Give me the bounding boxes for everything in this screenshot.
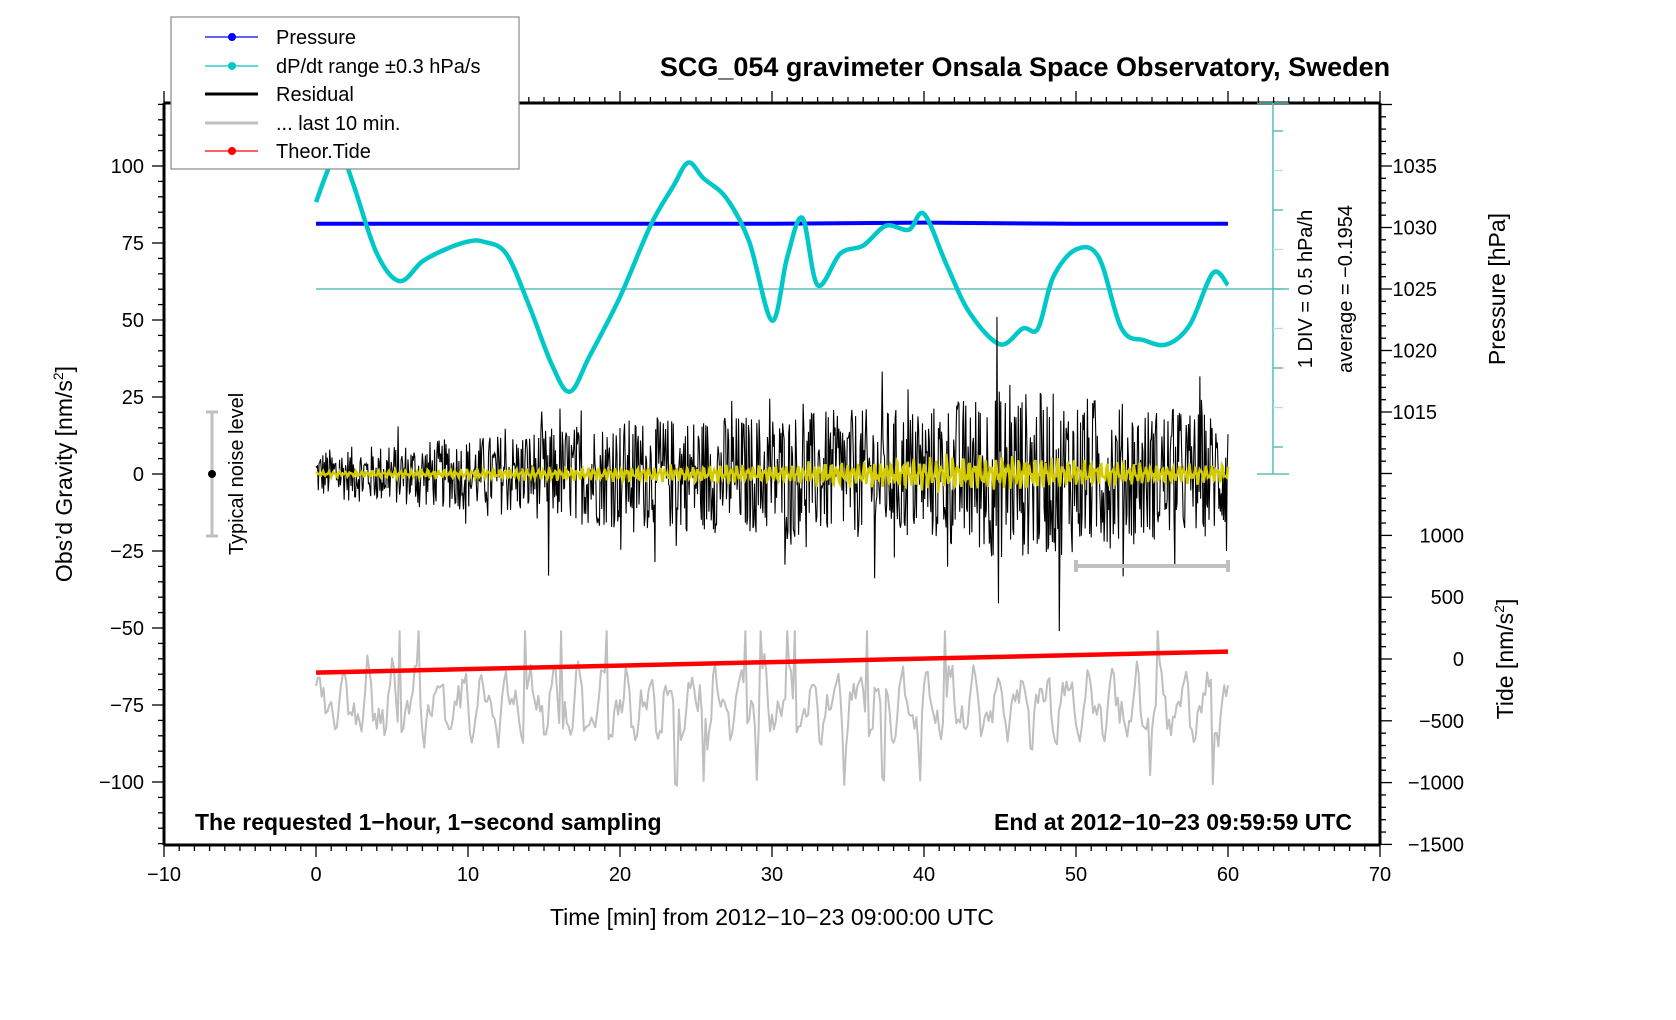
pressure-line <box>316 220 1228 226</box>
tide-axis-title-end: ] <box>1492 599 1518 605</box>
end-time-annotation: End at 2012−10−23 09:59:59 UTC <box>994 809 1352 835</box>
tide-tick-label: −500 <box>1419 711 1464 733</box>
dpdt-average-label: average = −0.1954 <box>1335 205 1357 373</box>
left-tick-label: −75 <box>110 695 144 717</box>
left-axis-title: Obs’d Gravity [nm/s2] <box>50 366 77 582</box>
x-tick-label: 60 <box>1217 864 1239 886</box>
series-layer <box>313 150 1230 787</box>
sampling-annotation: The requested 1−hour, 1−second sampling <box>195 809 662 835</box>
x-tick-label: 20 <box>609 864 631 886</box>
pressure-tick-label: 1035 <box>1393 156 1438 178</box>
chart-title: SCG_054 gravimeter Onsala Space Observat… <box>660 52 1390 82</box>
tide-axis-title-sup: 2 <box>1491 605 1507 613</box>
tide-tick-label: −1000 <box>1408 773 1464 795</box>
dpdt-scale-bar <box>316 102 1289 475</box>
x-axis-title: Time [min] from 2012−10−23 09:00:00 UTC <box>550 904 994 930</box>
x-tick-label: 50 <box>1065 864 1087 886</box>
tide-tick-label: 0 <box>1453 649 1464 671</box>
left-tick-label: 25 <box>122 387 144 409</box>
left-tick-label: 0 <box>133 464 144 486</box>
dpdt-div-label: 1 DIV = 0.5 hPa/h <box>1295 210 1317 368</box>
left-tick-label: 100 <box>111 156 144 178</box>
pressure-tick-label: 1030 <box>1393 218 1438 240</box>
left-axis-title-end: ] <box>51 366 77 372</box>
axis-ticks: −10 0 10 20 30 40 50 60 701007550250−25−50−75−10… <box>99 91 1464 886</box>
legend-entries <box>205 33 258 155</box>
legend-label-pressure: Pressure <box>276 27 356 49</box>
legend: Pressure dP/dt range ±0.3 hPa/s Residual… <box>170 16 520 170</box>
left-tick-label: −25 <box>110 541 144 563</box>
x-tick-label: −10 <box>147 864 181 886</box>
last10-line <box>315 630 1229 787</box>
left-axis-title-sup: 2 <box>50 372 66 380</box>
pressure-tick-label: 1015 <box>1393 402 1438 424</box>
tide-line <box>315 649 1229 675</box>
legend-marker-0 <box>228 33 236 41</box>
pressure-tick-label: 1020 <box>1393 341 1438 363</box>
tide-tick-label: 1000 <box>1420 525 1465 547</box>
left-tick-label: −100 <box>99 772 144 794</box>
pressure-axis-title: Pressure [hPa] <box>1484 213 1510 365</box>
residual-filtered-line <box>315 453 1230 494</box>
x-tick-label: 70 <box>1369 864 1391 886</box>
legend-label-tide: Theor.Tide <box>276 141 371 163</box>
tide-tick-label: −1500 <box>1408 834 1464 856</box>
tide-axis-title: Tide [nm/s2] <box>1491 599 1518 720</box>
tide-axis-title-main: Tide [nm/s <box>1492 613 1518 720</box>
legend-marker-1 <box>228 62 236 70</box>
noise-label: Typical noise level <box>226 393 248 555</box>
left-tick-label: −50 <box>110 618 144 640</box>
x-tick-label: 10 <box>457 864 479 886</box>
noise-level-indicator: Typical noise level <box>206 393 248 555</box>
x-tick-label: 40 <box>913 864 935 886</box>
left-tick-label: 75 <box>122 233 144 255</box>
x-tick-label: 30 <box>761 864 783 886</box>
dpdt-line <box>313 150 1230 394</box>
noise-dot <box>208 470 216 478</box>
left-tick-label: 50 <box>122 310 144 332</box>
pressure-tick-label: 1025 <box>1393 279 1438 301</box>
x-tick-label: 0 <box>310 864 321 886</box>
legend-label-last10: ... last 10 min. <box>276 113 401 135</box>
tide-tick-label: 500 <box>1431 587 1464 609</box>
legend-label-dpdt: dP/dt range ±0.3 hPa/s <box>276 56 480 78</box>
left-axis-title-main: Obs’d Gravity [nm/s <box>51 380 77 582</box>
legend-marker-4 <box>228 147 236 155</box>
legend-label-residual: Residual <box>276 84 354 106</box>
